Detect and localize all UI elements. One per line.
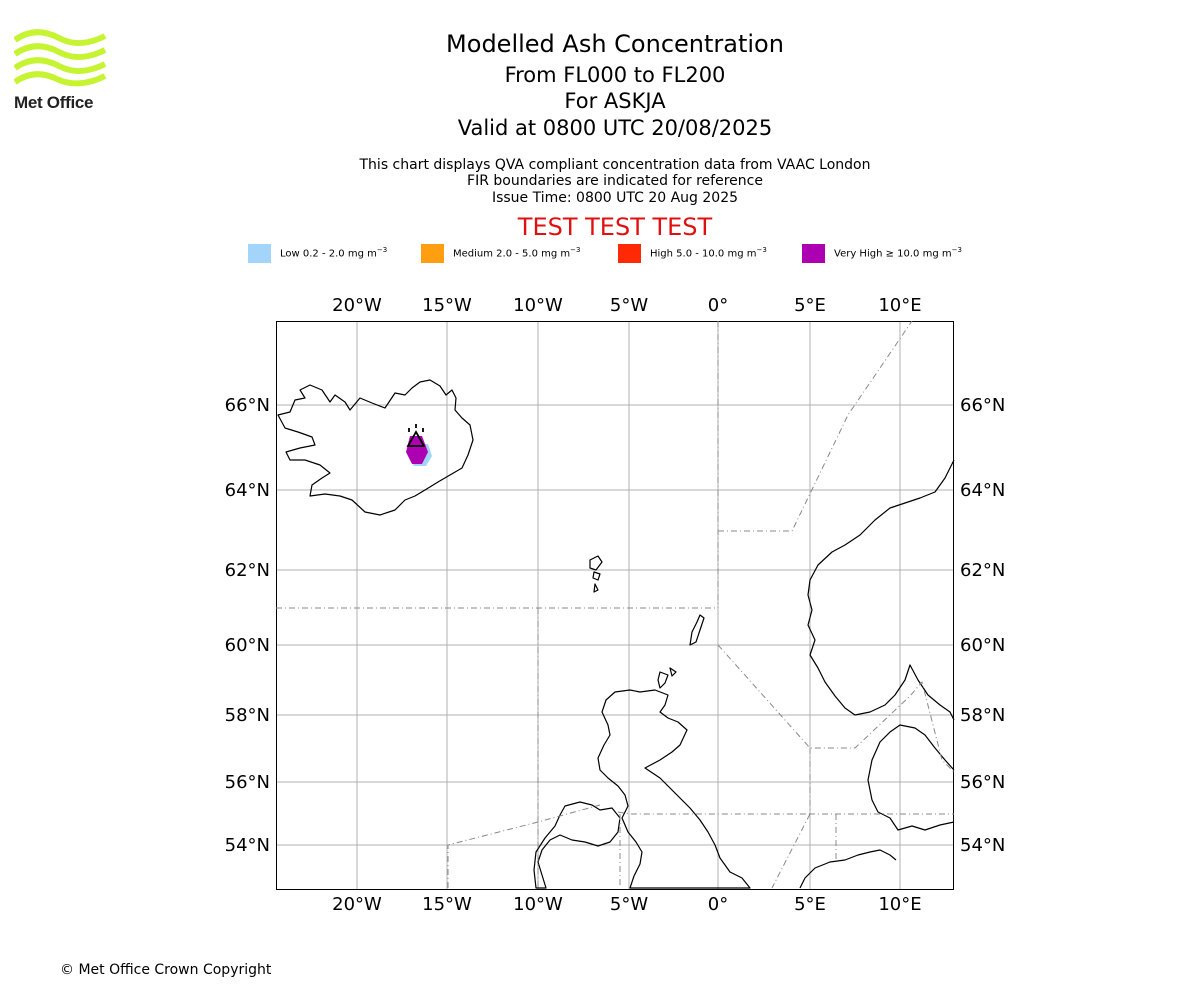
issue-time: Issue Time: 0800 UTC 20 Aug 2025 [491,190,739,206]
great-britain-coastline [597,689,751,889]
latitude-label: 66°N [960,395,1005,416]
test-banner: TEST TEST TEST [517,213,713,241]
latitude-label: 58°N [225,705,270,726]
met-office-logo-icon [14,29,107,87]
legend-label-very-high: Very High ≥ 10.0 mg m−3 [834,246,962,260]
latitude-label: 56°N [960,772,1005,793]
norway-coastline [807,459,955,721]
denmark-coastline [867,724,955,831]
legend-label-medium: Medium 2.0 - 5.0 mg m−3 [453,246,581,260]
valid-time: Valid at 0800 UTC 20/08/2025 [457,116,773,140]
faroe-islands [589,555,603,593]
map-frame [276,321,954,890]
logo-wordmark: Met Office [14,93,94,112]
shetland-islands [689,614,705,646]
latitude-label: 56°N [225,772,270,793]
latitude-label: 60°N [960,635,1005,656]
coastlines [277,379,955,889]
longitude-label: 5°E [794,295,826,316]
legend-swatch-low [248,244,271,263]
longitude-label: 15°W [422,894,472,915]
chart-title: Modelled Ash Concentration [446,30,784,58]
qva-note: This chart displays QVA compliant concen… [359,157,871,173]
longitude-label: 10°E [878,894,921,915]
tick-labels: 20°W 20°W 15°W 15°W 10°W 10°W 5°W 5°W 0° 0° 5°E 5°E… [225,295,1006,915]
latitude-label: 54°N [960,835,1005,856]
latitude-label: 66°N [225,395,270,416]
longitude-label: 10°W [513,894,563,915]
continental-coastline [799,849,897,889]
longitude-label: 5°E [794,894,826,915]
fir-note: FIR boundaries are indicated for referen… [467,173,763,189]
longitude-label: 20°W [332,894,382,915]
iceland-coastline [277,379,474,516]
legend-label-low: Low 0.2 - 2.0 mg m−3 [280,246,388,260]
longitude-label: 10°W [513,295,563,316]
orkney-islands [657,667,677,689]
latitude-label: 62°N [960,560,1005,581]
legend-label-high: High 5.0 - 10.0 mg m−3 [650,246,767,260]
longitude-label: 10°E [878,295,921,316]
longitude-label: 15°W [422,295,472,316]
legend-swatch-medium [421,244,444,263]
longitude-label: 0° [708,295,728,316]
volcano-triangle-icon [406,424,426,447]
latitude-label: 58°N [960,705,1005,726]
legend-swatch-high [618,244,641,263]
legend-swatch-very-high [802,244,825,263]
volcano-name: For ASKJA [564,89,666,113]
latitude-label: 54°N [225,835,270,856]
fir-boundaries [276,320,955,889]
flight-level-range: From FL000 to FL200 [504,63,726,87]
longitude-label: 20°W [332,295,382,316]
latitude-label: 64°N [225,480,270,501]
ireland-coastline [533,801,621,889]
latitude-label: 64°N [960,480,1005,501]
copyright-notice: © Met Office Crown Copyright [60,962,272,978]
longitude-label: 5°W [610,295,648,316]
longitude-label: 0° [708,894,728,915]
latitude-label: 62°N [225,560,270,581]
latitude-label: 60°N [225,635,270,656]
longitude-label: 5°W [610,894,648,915]
